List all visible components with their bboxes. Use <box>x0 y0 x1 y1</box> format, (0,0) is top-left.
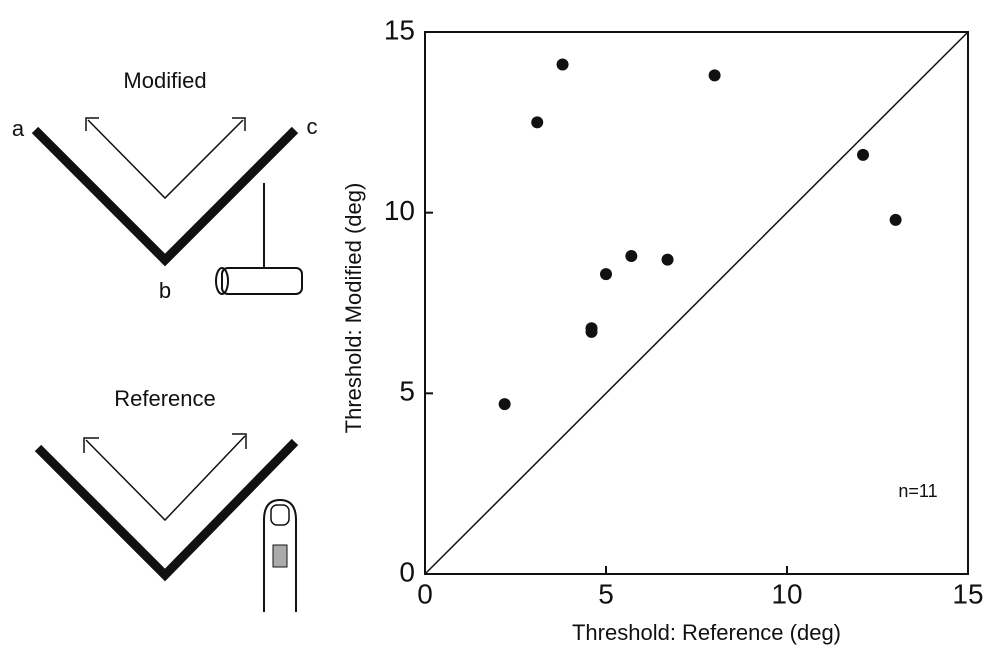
finger <box>263 498 297 612</box>
point <box>531 116 544 129</box>
arrows <box>87 119 244 200</box>
arrowhead <box>83 437 99 453</box>
point <box>585 325 598 338</box>
diagram: Modified a c b Reference <box>12 68 318 612</box>
arrows <box>85 435 246 522</box>
point <box>498 398 511 411</box>
corner-label: b <box>159 278 171 303</box>
arrowhead <box>232 117 246 131</box>
y-tick-label: 15 <box>384 14 415 45</box>
identity-line <box>424 31 969 575</box>
point <box>625 250 638 263</box>
bent-edge <box>34 438 299 582</box>
arrowhead <box>232 433 247 449</box>
x-tick-label: 5 <box>598 578 614 609</box>
arrowhead <box>85 117 99 131</box>
plot-frame <box>424 31 969 575</box>
point <box>857 148 870 161</box>
point <box>708 69 721 82</box>
reference-label: Reference <box>114 386 216 411</box>
probe-end <box>215 267 229 295</box>
point <box>889 213 902 226</box>
corner-label: c <box>307 114 318 139</box>
x-axis-label: Threshold: Reference (deg) <box>572 620 841 645</box>
x-tick-label: 0 <box>417 578 433 609</box>
x-tick-label: 15 <box>952 578 983 609</box>
y-tick-label: 10 <box>384 195 415 226</box>
x-tick-label: 10 <box>771 578 802 609</box>
point <box>600 268 612 281</box>
fingernail <box>270 504 290 526</box>
probe-cylinder <box>221 267 303 295</box>
y-tick-label: 0 <box>399 556 415 587</box>
modified-label: Modified <box>123 68 206 93</box>
corner-label: a <box>12 116 25 141</box>
y-axis-label: Threshold: Modified (deg) <box>341 183 366 434</box>
y-tick-label: 5 <box>399 376 415 407</box>
contact-pad <box>272 544 288 568</box>
annotation: n=11 <box>898 481 937 501</box>
bent-edge <box>31 126 299 267</box>
point <box>661 253 674 266</box>
point <box>556 58 569 71</box>
